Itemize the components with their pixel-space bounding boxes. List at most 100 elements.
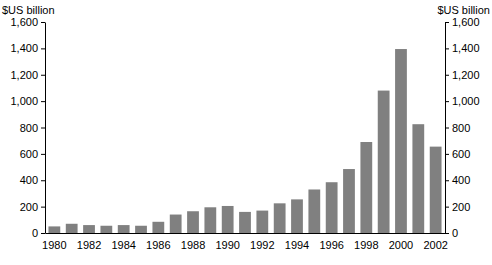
tick: 2002 xyxy=(423,239,447,251)
tick: 1,600 xyxy=(445,16,480,28)
bar xyxy=(204,207,216,233)
tick-label: 1,000 xyxy=(10,95,38,107)
x-axis: 1980 1982 1984 1986 1988 1990 1992 1994 1996 1998… xyxy=(42,234,448,251)
tick-label: 1982 xyxy=(77,239,101,251)
tick-label: 400 xyxy=(452,174,470,186)
tick-label: 2000 xyxy=(389,239,413,251)
bar xyxy=(360,142,372,233)
tick: 1,600 xyxy=(10,16,45,28)
tick-label: 1990 xyxy=(215,239,239,251)
tick-label: 1998 xyxy=(354,239,378,251)
tick-label: 1,200 xyxy=(10,69,38,81)
plot: 0 200 400 600 800 1,000 1,200 1,400 1,600 0 200 400… xyxy=(10,16,479,251)
tick: 0 xyxy=(32,227,45,239)
tick-mark xyxy=(445,154,449,155)
bar xyxy=(274,203,286,233)
bar xyxy=(48,226,60,233)
tick: 600 xyxy=(445,148,470,160)
tick: 1,000 xyxy=(445,95,480,107)
tick-label: 1994 xyxy=(285,239,309,251)
y-label: $US billion xyxy=(2,4,55,16)
tick-label: 1,600 xyxy=(10,16,38,28)
tick: 200 xyxy=(445,201,470,213)
tick-mark xyxy=(445,75,449,76)
bars xyxy=(48,49,441,233)
chart: 0 200 400 600 800 1,000 1,200 1,400 1,600 0 200 400… xyxy=(0,0,492,265)
tick-label: 1988 xyxy=(181,239,205,251)
tick: 1,200 xyxy=(445,69,480,81)
bar xyxy=(239,212,251,233)
tick: 200 xyxy=(20,201,45,213)
y-axis: 0 200 400 600 800 1,000 1,200 1,400 1,600 xyxy=(10,16,45,239)
tick: 1980 xyxy=(42,239,66,251)
tick-mark xyxy=(41,207,45,208)
axis-line xyxy=(45,23,46,234)
tick-mark xyxy=(445,180,449,181)
tick: 600 xyxy=(20,148,45,160)
tick: 1988 xyxy=(181,239,205,251)
tick-mark xyxy=(41,233,45,234)
bar xyxy=(326,182,338,233)
tick-label: 800 xyxy=(452,122,470,134)
tick: 0 xyxy=(445,227,458,239)
tick: 1986 xyxy=(146,239,170,251)
tick-mark xyxy=(445,233,449,234)
tick-label: 1986 xyxy=(146,239,170,251)
tick: 400 xyxy=(20,174,45,186)
tick-label: 1,200 xyxy=(452,69,480,81)
tick-label: 1980 xyxy=(42,239,66,251)
tick-label: 1996 xyxy=(319,239,343,251)
tick-mark xyxy=(445,22,449,23)
bar xyxy=(170,215,182,233)
bar xyxy=(308,189,320,233)
tick-mark xyxy=(445,207,449,208)
tick-mark xyxy=(445,128,449,129)
tick: 1,400 xyxy=(445,42,480,54)
y2-axis: 0 200 400 600 800 1,000 1,200 1,400 1,600 xyxy=(445,16,480,239)
tick-mark xyxy=(41,101,45,102)
bar xyxy=(66,224,78,233)
tick-label: 600 xyxy=(452,148,470,160)
axis-line xyxy=(46,233,446,234)
bar xyxy=(222,206,234,233)
tick-label: 600 xyxy=(20,148,38,160)
bar xyxy=(291,199,303,233)
tick-label: 1,400 xyxy=(10,42,38,54)
bar xyxy=(343,169,355,233)
tick: 1984 xyxy=(111,239,135,251)
tick: 1982 xyxy=(77,239,101,251)
tick-label: 1,600 xyxy=(452,16,480,28)
bar xyxy=(118,225,130,233)
tick: 1992 xyxy=(250,239,274,251)
tick-label: 800 xyxy=(20,122,38,134)
bar xyxy=(100,226,112,233)
tick: 1,000 xyxy=(10,95,45,107)
tick-mark xyxy=(445,101,449,102)
tick-label: 200 xyxy=(20,201,38,213)
tick-mark xyxy=(41,48,45,49)
tick: 800 xyxy=(20,122,45,134)
y2-label: $US billion xyxy=(437,4,490,16)
tick-label: 1992 xyxy=(250,239,274,251)
bar xyxy=(187,211,199,233)
tick-label: 0 xyxy=(32,227,38,239)
tick: 1998 xyxy=(354,239,378,251)
tick-label: 400 xyxy=(20,174,38,186)
tick-mark xyxy=(41,22,45,23)
tick: 1994 xyxy=(285,239,309,251)
bar xyxy=(83,225,95,233)
tick-mark xyxy=(41,75,45,76)
tick-mark xyxy=(41,128,45,129)
tick: 1990 xyxy=(215,239,239,251)
bar xyxy=(378,91,390,233)
tick-mark xyxy=(445,48,449,49)
bar xyxy=(430,147,442,233)
tick: 800 xyxy=(445,122,470,134)
tick-label: 2002 xyxy=(423,239,447,251)
tick-label: 1984 xyxy=(111,239,135,251)
tick-label: 200 xyxy=(452,201,470,213)
tick: 1996 xyxy=(319,239,343,251)
tick: 1,200 xyxy=(10,69,45,81)
tick-label: 1,000 xyxy=(452,95,480,107)
tick-label: 1,400 xyxy=(452,42,480,54)
